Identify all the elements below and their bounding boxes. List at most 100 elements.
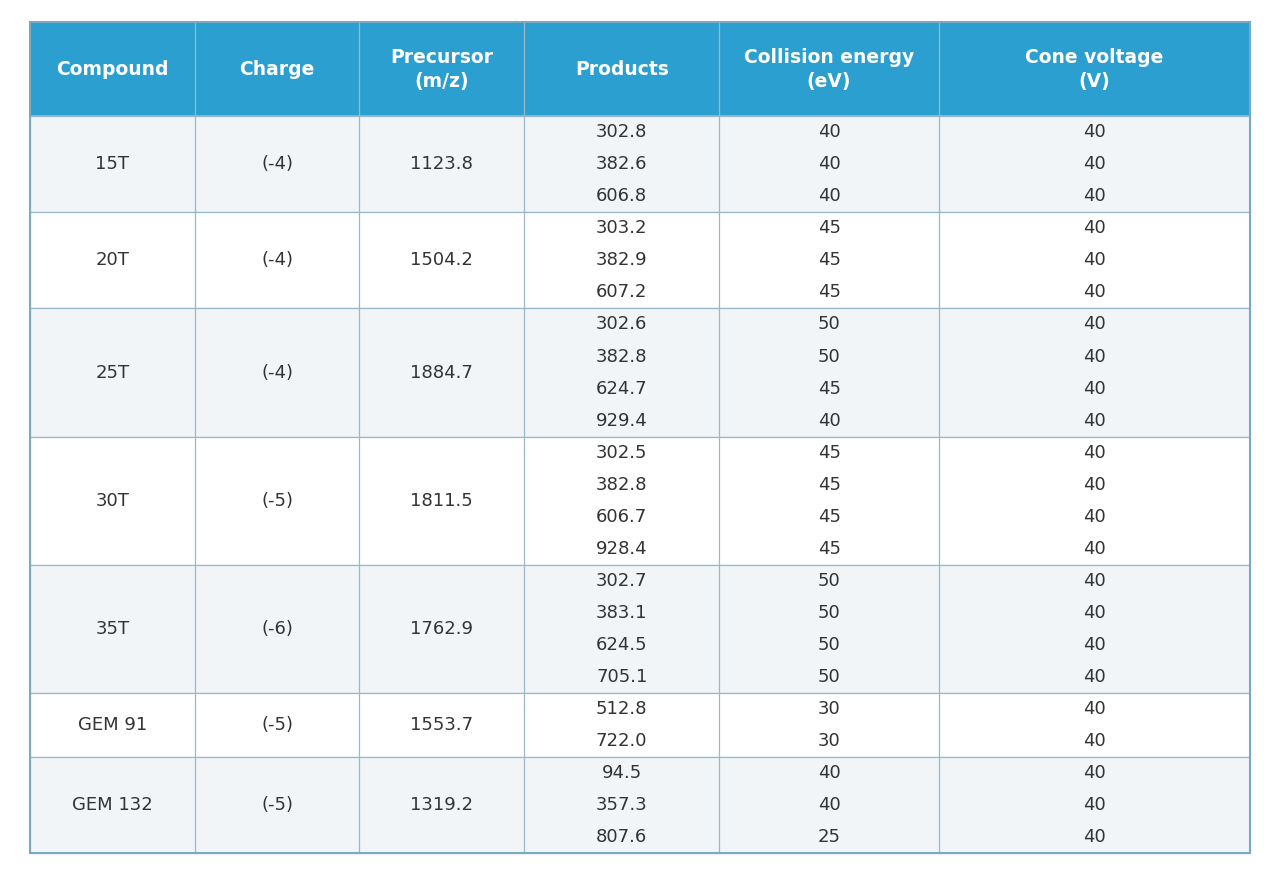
Text: 40: 40	[1083, 732, 1106, 750]
Text: 40: 40	[1083, 764, 1106, 782]
Text: 45: 45	[818, 476, 841, 494]
Text: 302.8: 302.8	[596, 123, 648, 141]
Text: 50: 50	[818, 604, 841, 622]
Text: 45: 45	[818, 220, 841, 237]
Text: 40: 40	[1083, 187, 1106, 206]
Text: 45: 45	[818, 380, 841, 397]
Bar	[29, 757, 1251, 853]
Text: (-5): (-5)	[261, 796, 293, 814]
Text: 624.7: 624.7	[596, 380, 648, 397]
Text: 1504.2: 1504.2	[411, 251, 474, 270]
Text: 40: 40	[818, 764, 841, 782]
Text: (-5): (-5)	[261, 492, 293, 509]
Text: Compound: Compound	[56, 60, 169, 79]
Text: 357.3: 357.3	[595, 796, 648, 814]
Text: 45: 45	[818, 444, 841, 462]
Text: 40: 40	[818, 796, 841, 814]
Text: Cone voltage
(V): Cone voltage (V)	[1025, 47, 1164, 91]
Text: 25: 25	[818, 828, 841, 846]
Text: 40: 40	[818, 411, 841, 430]
Text: 40: 40	[1083, 540, 1106, 557]
Text: 45: 45	[818, 540, 841, 557]
Text: 30: 30	[818, 700, 841, 717]
Text: 45: 45	[818, 507, 841, 526]
Text: 40: 40	[1083, 380, 1106, 397]
Text: 40: 40	[1083, 571, 1106, 590]
Bar	[29, 437, 1251, 564]
Text: 45: 45	[818, 284, 841, 302]
Text: 606.7: 606.7	[596, 507, 648, 526]
Text: 705.1: 705.1	[596, 668, 648, 686]
Text: 607.2: 607.2	[596, 284, 648, 302]
Text: (-4): (-4)	[261, 156, 293, 173]
Text: 928.4: 928.4	[596, 540, 648, 557]
Text: 722.0: 722.0	[596, 732, 648, 750]
Text: 1553.7: 1553.7	[410, 716, 474, 734]
Text: 302.7: 302.7	[596, 571, 648, 590]
Text: 382.8: 382.8	[596, 476, 648, 494]
Bar	[29, 213, 1251, 309]
Text: 1884.7: 1884.7	[411, 363, 474, 382]
Text: 383.1: 383.1	[596, 604, 648, 622]
Text: Collision energy
(eV): Collision energy (eV)	[744, 47, 914, 91]
Text: Products: Products	[575, 60, 668, 79]
Text: 94.5: 94.5	[602, 764, 641, 782]
Text: 15T: 15T	[95, 156, 129, 173]
Text: (-5): (-5)	[261, 716, 293, 734]
Text: 1123.8: 1123.8	[411, 156, 474, 173]
Text: 35T: 35T	[95, 620, 129, 638]
Text: 50: 50	[818, 668, 841, 686]
Text: 382.6: 382.6	[596, 156, 648, 173]
Text: (-6): (-6)	[261, 620, 293, 638]
Text: 40: 40	[818, 187, 841, 206]
Text: 40: 40	[1083, 444, 1106, 462]
Bar	[29, 22, 1251, 116]
Text: 25T: 25T	[95, 363, 129, 382]
Text: 50: 50	[818, 636, 841, 654]
Bar	[29, 564, 1251, 693]
Text: 606.8: 606.8	[596, 187, 648, 206]
Text: 40: 40	[818, 156, 841, 173]
Text: 1762.9: 1762.9	[411, 620, 474, 638]
Text: 40: 40	[1083, 411, 1106, 430]
Bar	[29, 309, 1251, 437]
Text: 50: 50	[818, 571, 841, 590]
Text: 40: 40	[1083, 828, 1106, 846]
Bar	[29, 693, 1251, 757]
Text: 40: 40	[1083, 220, 1106, 237]
Text: 40: 40	[1083, 604, 1106, 622]
Text: Charge: Charge	[239, 60, 315, 79]
Text: 20T: 20T	[96, 251, 129, 270]
Text: 40: 40	[1083, 284, 1106, 302]
Text: 1811.5: 1811.5	[411, 492, 474, 509]
Text: 50: 50	[818, 347, 841, 366]
Text: 382.9: 382.9	[596, 251, 648, 270]
Text: 929.4: 929.4	[595, 411, 648, 430]
Text: 807.6: 807.6	[596, 828, 648, 846]
Text: 40: 40	[818, 123, 841, 141]
Text: 40: 40	[1083, 636, 1106, 654]
Text: 40: 40	[1083, 796, 1106, 814]
Text: 40: 40	[1083, 476, 1106, 494]
Text: 30T: 30T	[96, 492, 129, 509]
Text: (-4): (-4)	[261, 363, 293, 382]
Text: 45: 45	[818, 251, 841, 270]
Text: Precursor
(m/z): Precursor (m/z)	[390, 47, 493, 91]
Text: 30: 30	[818, 732, 841, 750]
Text: GEM 132: GEM 132	[72, 796, 152, 814]
Text: 303.2: 303.2	[596, 220, 648, 237]
Text: 624.5: 624.5	[596, 636, 648, 654]
Text: (-4): (-4)	[261, 251, 293, 270]
Text: 1319.2: 1319.2	[411, 796, 474, 814]
Text: GEM 91: GEM 91	[78, 716, 147, 734]
Text: 512.8: 512.8	[596, 700, 648, 717]
Text: 40: 40	[1083, 700, 1106, 717]
Text: 40: 40	[1083, 507, 1106, 526]
Text: 40: 40	[1083, 347, 1106, 366]
Text: 50: 50	[818, 316, 841, 333]
Text: 302.6: 302.6	[596, 316, 648, 333]
Text: 382.8: 382.8	[596, 347, 648, 366]
Bar	[29, 116, 1251, 213]
Text: 40: 40	[1083, 316, 1106, 333]
Text: 302.5: 302.5	[596, 444, 648, 462]
